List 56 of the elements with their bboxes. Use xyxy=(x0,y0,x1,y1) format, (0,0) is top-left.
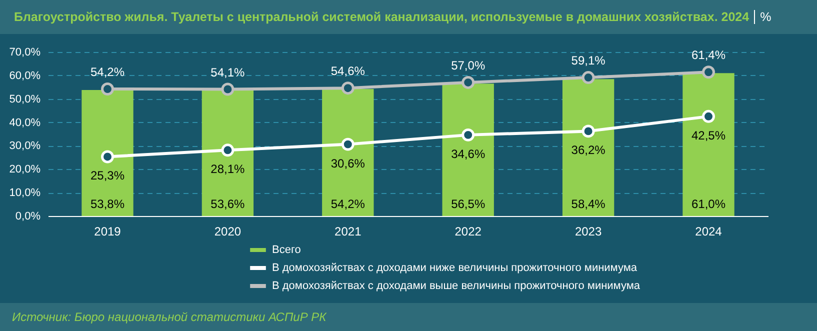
y-tick-label: 20,0% xyxy=(9,164,41,176)
data-label: 56,5% xyxy=(451,197,486,211)
y-axis-title: % xyxy=(754,10,772,24)
bar xyxy=(442,84,494,216)
data-label: 57,0% xyxy=(451,58,486,72)
x-tick-label: 2019 xyxy=(94,224,122,238)
data-label: 54,2% xyxy=(90,65,125,80)
data-label: 42,5% xyxy=(691,128,726,142)
chart-title: Благоустройство жилья. Туалеты с центральной системой канализации, используемые в домашних хозяйствах. 2024 xyxy=(14,10,750,24)
point xyxy=(582,124,595,138)
point xyxy=(101,82,114,96)
x-tick-label: 2021 xyxy=(334,224,362,238)
y-tick-label: 0,0% xyxy=(15,210,41,222)
point xyxy=(582,71,595,84)
data-label: 59,1% xyxy=(571,54,606,68)
y-tick-label: 50,0% xyxy=(9,93,41,106)
data-label: 53,8% xyxy=(90,197,125,211)
legend-label: В домохозяйствах с доходами ниже величины прожиточного минимума xyxy=(272,262,638,274)
data-label: 54,2% xyxy=(330,197,366,211)
point xyxy=(462,76,475,89)
x-tick-label: 2020 xyxy=(214,224,242,238)
x-tick-label: 2023 xyxy=(574,224,602,238)
bar xyxy=(562,79,614,216)
x-tick-label: 2024 xyxy=(695,224,722,238)
bar xyxy=(202,90,254,216)
data-label: 53,6% xyxy=(210,197,246,211)
data-label: 54,1% xyxy=(210,65,246,80)
data-label: 54,6% xyxy=(330,64,366,78)
point xyxy=(462,128,475,142)
y-tick-label: 40,0% xyxy=(9,116,41,129)
point xyxy=(702,66,715,79)
x-tick-label: 2022 xyxy=(454,224,482,238)
legend-label: Всего xyxy=(272,244,301,256)
point xyxy=(221,82,234,96)
data-label: 25,3% xyxy=(90,168,125,183)
bar xyxy=(82,90,134,216)
data-label: 61,4% xyxy=(691,48,726,62)
point xyxy=(341,138,354,151)
bar xyxy=(322,89,374,216)
data-label: 61,0% xyxy=(691,197,726,211)
y-tick-label: 70,0% xyxy=(9,46,41,58)
y-tick-label: 30,0% xyxy=(9,140,41,152)
point xyxy=(702,110,715,123)
legend-label: В домохозяйствах с доходами выше величины прожиточного минимума xyxy=(272,280,641,292)
point xyxy=(101,150,114,164)
data-label: 58,4% xyxy=(571,197,606,211)
y-tick-label: 10,0% xyxy=(9,187,41,200)
data-label: 36,2% xyxy=(571,143,606,158)
data-label: 34,6% xyxy=(451,146,486,161)
point xyxy=(341,82,354,95)
text: Источник: Бюро национальной статистики АСПиР РК xyxy=(0,303,817,331)
point xyxy=(221,144,234,157)
data-label: 30,6% xyxy=(330,156,366,170)
data-label: 28,1% xyxy=(210,162,246,176)
y-tick-label: 60,0% xyxy=(9,70,41,82)
bar xyxy=(682,73,734,216)
